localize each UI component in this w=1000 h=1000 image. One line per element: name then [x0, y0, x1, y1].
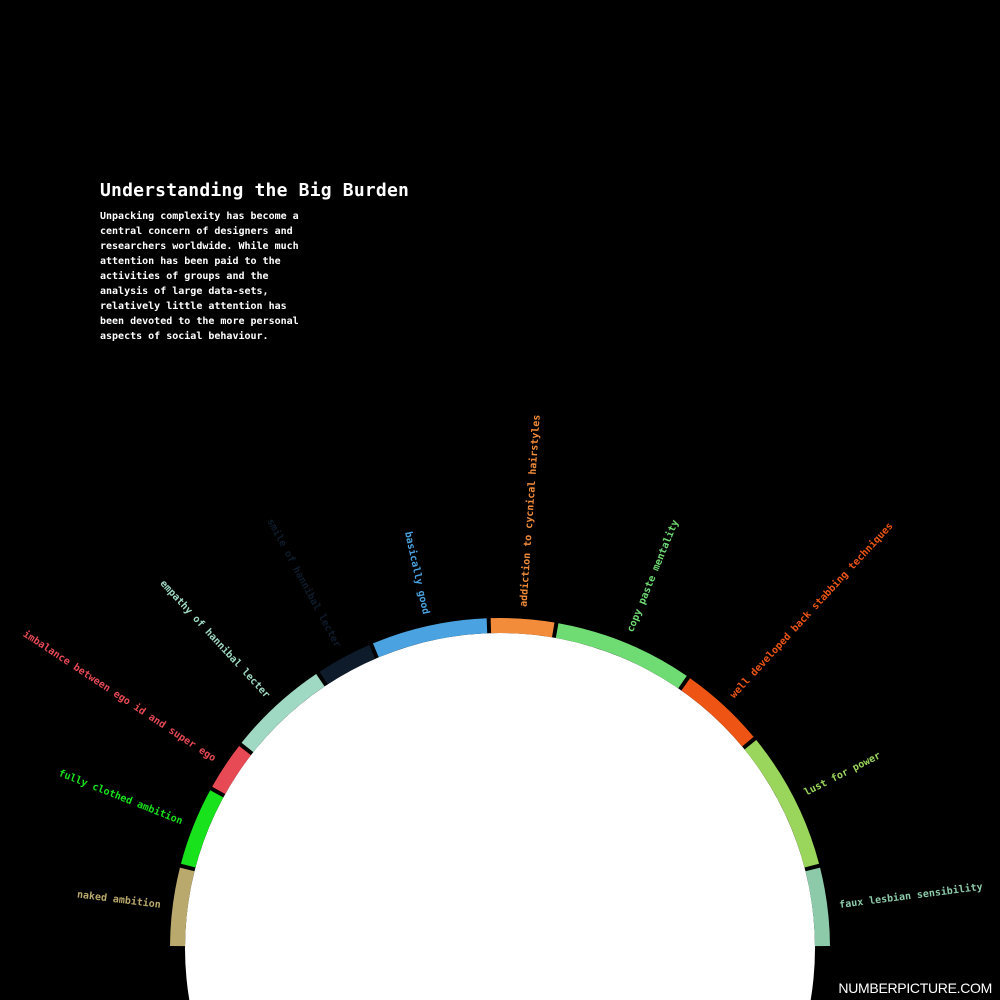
segment-label-1: naked ambition [76, 888, 161, 911]
credit-link[interactable]: NUMBERPICTURE.COM [838, 980, 992, 996]
segment-5 [319, 645, 376, 685]
segment-label-4: empathy of hannibal lecter [157, 578, 272, 701]
segment-10 [744, 740, 820, 868]
chart-description: Unpacking complexity has become a centra… [100, 211, 299, 342]
segment-7 [490, 617, 555, 638]
segment-label-6: basically good [402, 530, 432, 615]
segment-9 [681, 678, 754, 747]
segment-label-5: smile of hannibal lecter [264, 517, 343, 650]
segment-label-10: lust for power [803, 750, 883, 798]
segment-11 [805, 867, 830, 947]
segment-6 [372, 618, 488, 658]
inner-circle [185, 633, 815, 1000]
chart-title: Understanding the Big Burden [100, 180, 410, 201]
segment-1 [170, 867, 195, 947]
segment-label-7: addiction to cycnical hairstyles [518, 414, 543, 607]
segment-2 [180, 790, 224, 868]
segment-8 [555, 623, 687, 689]
segment-label-9: well developed back stabbing techniques [728, 520, 896, 701]
segment-label-8: copy paste mentality [624, 518, 681, 634]
segment-label-11: faux lesbian sensibility [839, 881, 984, 911]
segment-label-2: fully clothed ambition [57, 767, 185, 827]
segment-label-3: imbalance between ego id and super ego [21, 628, 218, 764]
segment-3 [212, 745, 251, 795]
segment-4 [241, 673, 325, 753]
